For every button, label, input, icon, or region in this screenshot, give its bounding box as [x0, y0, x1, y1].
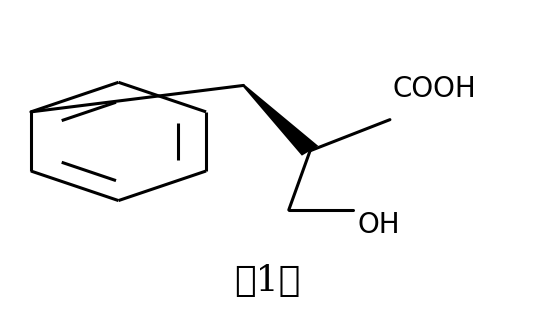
Text: OH: OH [358, 211, 401, 240]
Polygon shape [242, 85, 318, 156]
Text: （1）: （1） [234, 264, 301, 299]
Text: COOH: COOH [393, 74, 476, 103]
